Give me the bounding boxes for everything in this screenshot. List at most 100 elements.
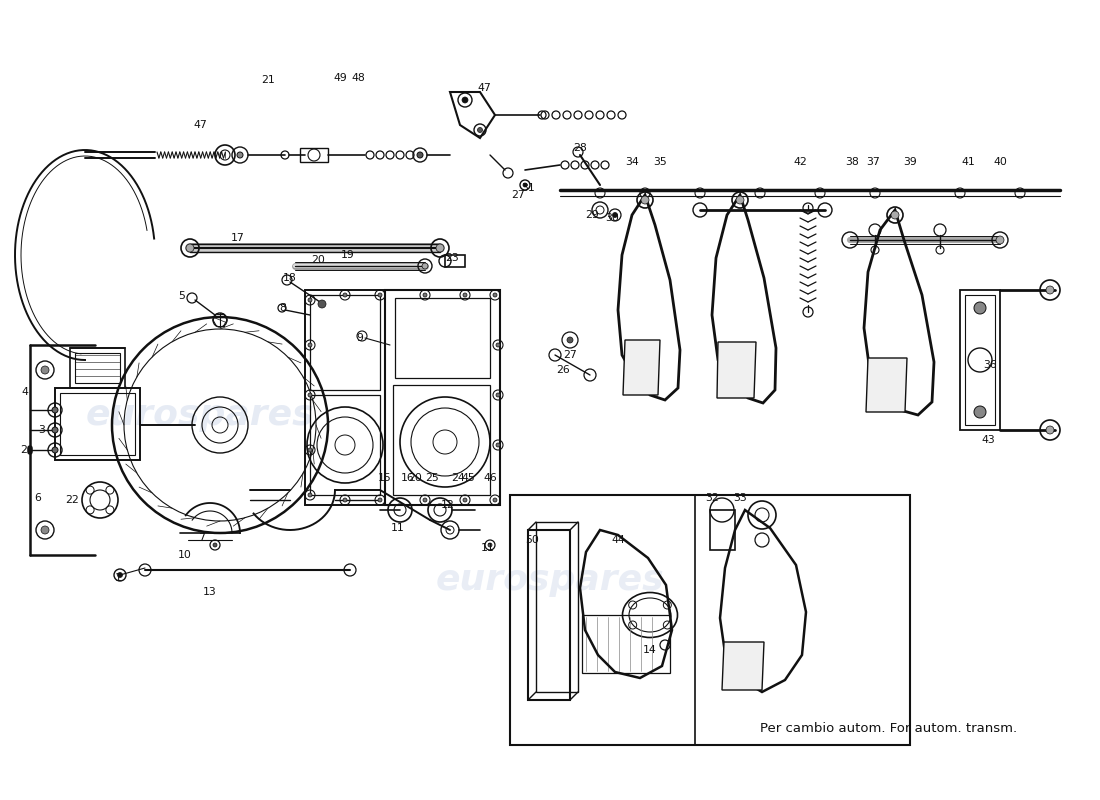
Text: 13: 13 (204, 587, 217, 597)
Circle shape (496, 393, 500, 397)
Text: 41: 41 (961, 157, 975, 167)
Circle shape (462, 97, 468, 103)
Text: 15: 15 (378, 473, 392, 483)
Polygon shape (623, 340, 660, 395)
Circle shape (424, 293, 427, 297)
Circle shape (41, 526, 50, 534)
Circle shape (436, 244, 444, 252)
Text: 19: 19 (341, 250, 355, 260)
Text: 2: 2 (21, 445, 28, 455)
Text: 35: 35 (653, 157, 667, 167)
Text: 50: 50 (525, 535, 539, 545)
Text: 11: 11 (392, 523, 405, 533)
Circle shape (52, 427, 58, 433)
Circle shape (496, 343, 500, 347)
Bar (510, 495, 910, 745)
Circle shape (118, 573, 122, 578)
Bar (310, 295, 380, 390)
Circle shape (343, 293, 346, 297)
Bar (528, 530, 570, 700)
Text: 32: 32 (705, 493, 719, 503)
Text: 14: 14 (644, 645, 657, 655)
Text: 10: 10 (178, 550, 191, 560)
Text: 47: 47 (194, 120, 207, 130)
Text: 29: 29 (585, 210, 598, 220)
Text: 7: 7 (199, 533, 206, 543)
Text: 34: 34 (625, 157, 639, 167)
Circle shape (213, 543, 217, 547)
Text: 43: 43 (981, 435, 994, 445)
Text: 49: 49 (333, 73, 346, 83)
Text: 1: 1 (114, 573, 121, 583)
Text: 20: 20 (311, 255, 324, 265)
Circle shape (477, 127, 483, 133)
Circle shape (308, 493, 312, 497)
Circle shape (891, 211, 899, 219)
Circle shape (52, 407, 58, 413)
Text: 27: 27 (512, 190, 525, 200)
Text: 33: 33 (733, 493, 747, 503)
Circle shape (318, 300, 326, 308)
Text: 28: 28 (573, 143, 587, 153)
Text: eurospares: eurospares (86, 398, 315, 432)
Circle shape (493, 498, 497, 502)
Text: 3: 3 (39, 425, 45, 435)
Text: 5: 5 (178, 291, 186, 301)
Text: 18: 18 (283, 273, 297, 283)
Text: 23: 23 (446, 253, 459, 263)
Circle shape (52, 447, 58, 453)
Polygon shape (722, 642, 764, 690)
Bar (710, 510, 735, 550)
Circle shape (613, 213, 617, 218)
Bar (310, 395, 380, 495)
Circle shape (996, 236, 1004, 244)
Circle shape (1046, 426, 1054, 434)
Text: 26: 26 (557, 365, 570, 375)
Circle shape (308, 393, 312, 397)
Text: 48: 48 (351, 73, 365, 83)
Text: 4: 4 (22, 387, 29, 397)
Bar (60, 393, 135, 455)
Text: 27: 27 (563, 350, 576, 360)
Text: 36: 36 (983, 360, 997, 370)
Text: 47: 47 (477, 83, 491, 93)
Bar (395, 298, 490, 378)
Circle shape (422, 263, 428, 269)
Bar (55, 388, 140, 460)
Bar (965, 295, 996, 425)
Circle shape (974, 302, 986, 314)
Text: 16: 16 (402, 473, 415, 483)
Text: 22: 22 (65, 495, 79, 505)
Text: 37: 37 (866, 157, 880, 167)
Circle shape (236, 152, 243, 158)
Circle shape (463, 498, 467, 502)
Circle shape (378, 498, 382, 502)
Text: 12: 12 (441, 500, 455, 510)
Text: 44: 44 (612, 535, 625, 545)
Text: 6: 6 (34, 493, 42, 503)
Bar (960, 290, 1000, 430)
Bar (393, 385, 490, 495)
Text: 25: 25 (425, 473, 439, 483)
Bar (582, 615, 670, 673)
Text: 17: 17 (231, 233, 245, 243)
Polygon shape (866, 358, 908, 412)
Text: 39: 39 (903, 157, 917, 167)
Text: Per cambio autom. For autom. transm.: Per cambio autom. For autom. transm. (760, 722, 1018, 734)
Circle shape (736, 196, 744, 204)
Bar (446, 255, 465, 267)
Bar (305, 290, 385, 505)
Circle shape (424, 498, 427, 502)
Text: eurospares: eurospares (436, 563, 664, 597)
Circle shape (1046, 286, 1054, 294)
Text: 8: 8 (279, 303, 286, 313)
Circle shape (641, 196, 649, 204)
Circle shape (496, 443, 500, 447)
Circle shape (186, 244, 194, 252)
Circle shape (343, 498, 346, 502)
Circle shape (974, 406, 986, 418)
Bar (70, 348, 125, 388)
Text: 24: 24 (451, 473, 465, 483)
Text: 38: 38 (845, 157, 859, 167)
Bar (536, 522, 578, 692)
